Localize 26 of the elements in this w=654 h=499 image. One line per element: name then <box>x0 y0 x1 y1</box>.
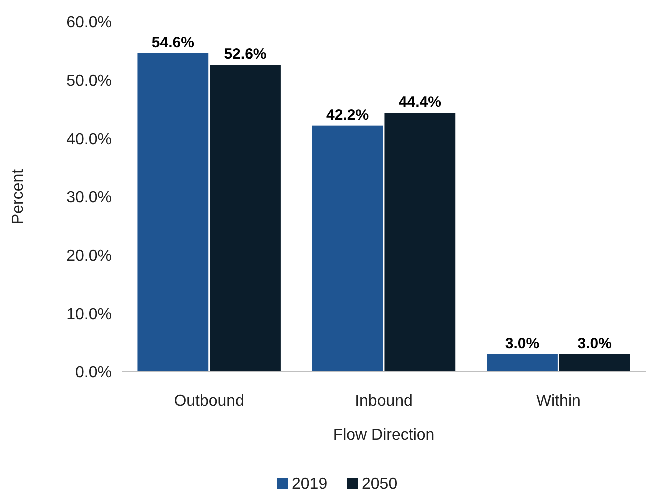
y-tick-label: 40.0% <box>66 131 112 148</box>
data-label: 44.4% <box>398 94 442 111</box>
y-tick-label: 10.0% <box>66 306 112 324</box>
bar <box>312 126 384 372</box>
y-tick-label: 60.0% <box>66 14 112 32</box>
data-label: 52.6% <box>224 46 267 64</box>
legend-label: 2019 <box>292 476 328 493</box>
bar <box>487 354 558 372</box>
data-label: 3.0% <box>505 336 540 352</box>
bar <box>384 113 456 372</box>
y-tick-label: 0.0% <box>76 364 112 382</box>
y-tick-label: 30.0% <box>66 190 112 207</box>
x-tick-label: Outbound <box>174 393 244 410</box>
y-tick-label: 50.0% <box>66 72 112 90</box>
legend-label: 2050 <box>362 476 398 493</box>
x-tick-label: Inbound <box>355 393 413 410</box>
y-axis-title: Percent <box>10 168 27 225</box>
bar <box>559 354 630 372</box>
x-axis-title: Flow Direction <box>333 427 435 444</box>
x-tick-label: Within <box>536 393 581 410</box>
data-label: 42.2% <box>326 106 370 124</box>
y-tick-label: 20.0% <box>66 248 112 265</box>
bar <box>138 54 209 372</box>
data-label: 3.0% <box>578 336 612 352</box>
bar <box>210 65 281 372</box>
data-label: 54.6% <box>152 34 194 52</box>
